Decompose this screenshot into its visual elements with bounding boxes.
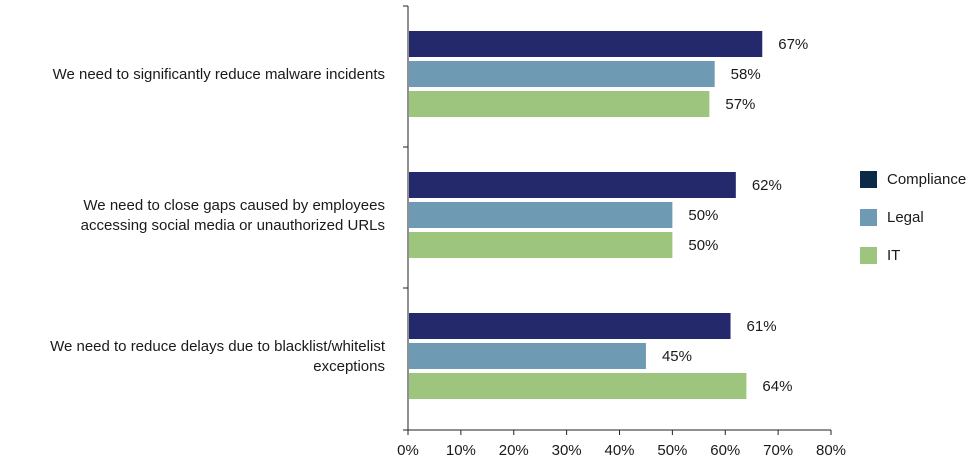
legend: Compliance Legal IT (860, 168, 966, 282)
x-tick-label: 40% (604, 442, 634, 459)
bar-compliance (409, 313, 731, 339)
x-tick-label: 0% (397, 442, 419, 459)
legend-swatch-legal (860, 208, 877, 226)
legend-swatch-it (860, 246, 877, 264)
legend-item-legal: Legal (860, 206, 966, 228)
bar-legal (409, 343, 646, 369)
x-tick-label: 50% (657, 442, 687, 459)
bar-it (409, 373, 747, 399)
value-label: 62% (752, 177, 782, 194)
x-tick-label: 60% (710, 442, 740, 459)
value-label: 61% (747, 318, 777, 335)
bar-legal (409, 61, 715, 87)
category-label: We need to significantly reduce malware … (53, 66, 385, 83)
legend-label-it: IT (887, 246, 901, 264)
bar-legal (409, 202, 673, 228)
legend-item-it: IT (860, 244, 966, 266)
value-label: 58% (731, 66, 761, 83)
bar-it (409, 232, 673, 258)
legend-item-compliance: Compliance (860, 168, 966, 190)
axis-layer: 0% 10% 20% 30% 40% 50% 60% 70% 80% (397, 5, 846, 459)
value-label: 45% (662, 348, 692, 365)
value-label: 50% (688, 237, 718, 254)
x-tick-label: 30% (552, 442, 582, 459)
x-tick-label: 10% (446, 442, 476, 459)
value-label: 50% (688, 207, 718, 224)
x-tick-label: 80% (816, 442, 846, 459)
bar-compliance (409, 31, 763, 57)
bars-layer (409, 31, 763, 399)
legend-label-compliance: Compliance (887, 170, 967, 188)
category-label: We need to close gaps caused by employee… (83, 197, 385, 214)
labels-layer: 67% 58% 57% We need to significantly reduce… (50, 36, 808, 395)
legend-swatch-compliance (860, 170, 877, 188)
value-label: 57% (725, 96, 755, 113)
category-label: accessing social media or unauthorized U… (81, 217, 385, 234)
category-label: We need to reduce delays due to blacklis… (50, 338, 386, 355)
bar-it (409, 91, 710, 117)
legend-label-legal: Legal (887, 208, 924, 226)
x-tick-label: 70% (763, 442, 793, 459)
category-label: exceptions (313, 358, 385, 375)
bar-compliance (409, 172, 736, 198)
x-tick-label: 20% (499, 442, 529, 459)
value-label: 64% (762, 378, 792, 395)
value-label: 67% (778, 36, 808, 53)
